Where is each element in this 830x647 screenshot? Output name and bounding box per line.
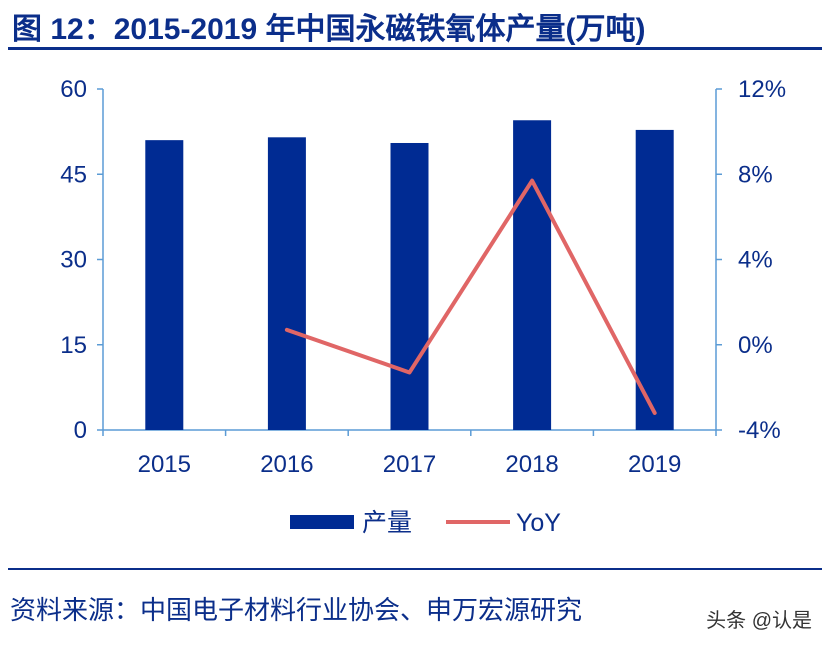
- bar-2019: [635, 129, 674, 431]
- x-tick-label: 2016: [260, 451, 313, 478]
- bar-2016: [267, 137, 306, 430]
- legend-label-bar: 产量: [362, 509, 412, 537]
- legend-swatch-bar: [290, 515, 354, 529]
- x-tick-label: 2017: [383, 451, 436, 478]
- yoy-line: [284, 178, 657, 415]
- x-tick-label: 2018: [505, 451, 558, 478]
- legend-label-line: YoY: [516, 509, 561, 537]
- chart-title: 图 12：2015-2019 年中国永磁铁氧体产量(万吨): [12, 13, 646, 46]
- title-underline: [8, 47, 822, 50]
- right-tick-label: 8%: [738, 161, 773, 188]
- yoy-point-2017: [408, 370, 411, 374]
- left-tick-label: 45: [60, 161, 87, 188]
- chart-canvas: 0 15 30 45 60 -4% 0% 4% 8% 12% 2015 2016 2017 2018 201…: [60, 76, 786, 537]
- x-tick-label: 2015: [138, 451, 191, 478]
- left-tick-label: 60: [60, 76, 87, 103]
- left-tick-label: 0: [74, 417, 87, 444]
- right-tick-label: 12%: [738, 76, 786, 103]
- source-note: 资料来源：中国电子材料行业协会、申万宏源研究: [10, 595, 583, 625]
- right-tick-label: -4%: [738, 417, 781, 444]
- yoy-point-2016: [285, 328, 289, 332]
- bar-2015: [145, 140, 184, 430]
- x-tick-label: 2019: [628, 451, 681, 478]
- left-tick-label: 15: [60, 332, 87, 359]
- bar-2018: [513, 120, 552, 430]
- right-tick-label: 4%: [738, 247, 773, 274]
- yoy-point-2018: [530, 179, 534, 183]
- left-tick-label: 30: [60, 247, 87, 274]
- yoy-point-2019: [653, 411, 657, 415]
- source-divider: [8, 568, 822, 570]
- right-tick-label: 0%: [738, 332, 773, 359]
- bar-2017: [390, 142, 429, 430]
- watermark: 头条 @认是: [706, 610, 812, 632]
